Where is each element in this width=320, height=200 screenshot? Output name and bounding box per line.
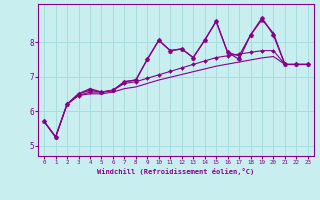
X-axis label: Windchill (Refroidissement éolien,°C): Windchill (Refroidissement éolien,°C) [97,168,255,175]
